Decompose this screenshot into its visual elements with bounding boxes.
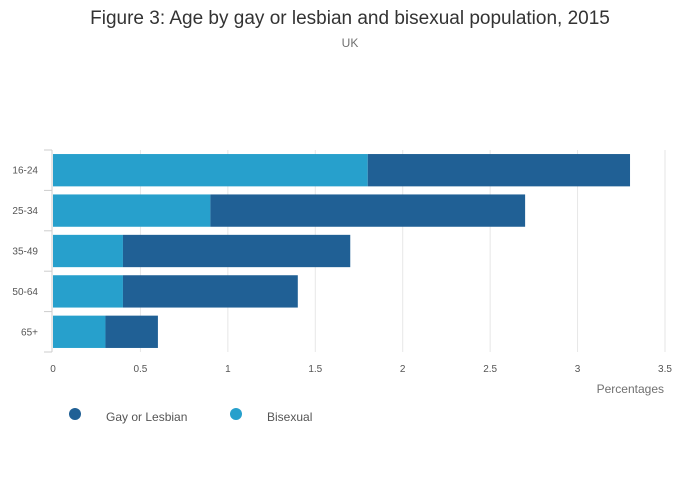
bar-gay-or-lesbian[interactable] xyxy=(122,234,351,268)
x-tick-label: 3.5 xyxy=(658,364,672,375)
chart-title: Figure 3: Age by gay or lesbian and bise… xyxy=(90,8,610,29)
y-tick-label: 16-24 xyxy=(12,166,38,177)
bar-gay-or-lesbian[interactable] xyxy=(105,315,158,348)
x-tick-label: 2.5 xyxy=(483,364,497,375)
y-tick-label: 65+ xyxy=(21,327,38,338)
y-tick-label: 50-64 xyxy=(12,287,38,298)
legend-swatch xyxy=(69,408,81,420)
x-tick-label: 1.5 xyxy=(308,364,322,375)
bar-bisexual[interactable] xyxy=(53,315,106,348)
bar-bisexual[interactable] xyxy=(53,154,368,187)
x-axis-title: Percentages xyxy=(597,382,664,396)
x-tick-label: 2 xyxy=(400,364,406,375)
y-axis: 16-24 25-34 35-49 50-64 65+ xyxy=(12,149,53,353)
bar-bisexual[interactable] xyxy=(53,194,211,227)
legend-label[interactable]: Bisexual xyxy=(267,410,312,424)
legend-swatch xyxy=(230,408,242,420)
y-tick-label: 35-49 xyxy=(12,247,38,258)
x-tick-label: 0 xyxy=(50,364,56,375)
chart-subtitle: UK xyxy=(342,36,359,50)
bar-bisexual[interactable] xyxy=(53,275,123,308)
legend: Gay or Lesbian Bisexual xyxy=(69,408,312,424)
x-axis: 0 0.5 1 1.5 2 2.5 3 3.5 xyxy=(50,364,672,375)
legend-label[interactable]: Gay or Lesbian xyxy=(106,410,187,424)
x-tick-label: 1 xyxy=(225,364,231,375)
x-tick-label: 3 xyxy=(575,364,581,375)
bar-gay-or-lesbian[interactable] xyxy=(367,154,631,187)
bar-gay-or-lesbian[interactable] xyxy=(122,275,298,308)
y-tick-label: 25-34 xyxy=(12,206,38,217)
bar-gay-or-lesbian[interactable] xyxy=(210,194,526,227)
x-tick-label: 0.5 xyxy=(133,364,147,375)
bar-bisexual[interactable] xyxy=(53,234,123,268)
bars xyxy=(53,154,631,348)
